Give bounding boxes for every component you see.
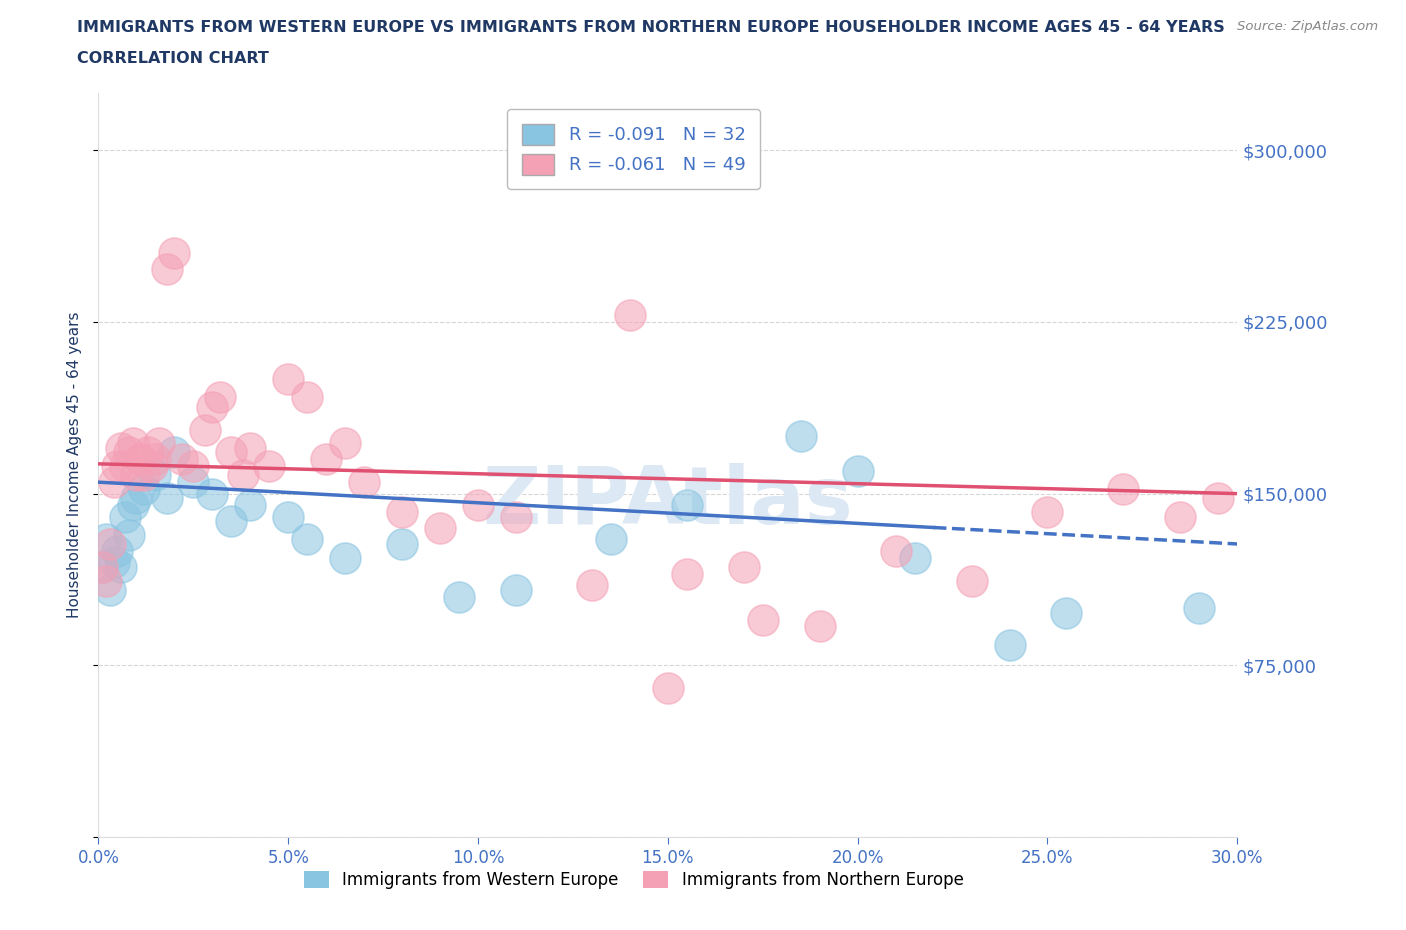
Point [733, 560, 755, 575]
Point [429, 521, 451, 536]
Point [259, 458, 281, 473]
Point [121, 498, 143, 512]
Point [107, 458, 129, 473]
Point [136, 445, 159, 459]
Legend: Immigrants from Western Europe, Immigrants from Northern Europe: Immigrants from Western Europe, Immigran… [297, 864, 970, 896]
Point [114, 458, 136, 473]
Point [201, 486, 224, 501]
Text: ZIPAtlas: ZIPAtlas [482, 463, 853, 541]
Point [505, 509, 527, 524]
Point [1188, 601, 1211, 616]
Point [619, 308, 641, 323]
Point [114, 509, 136, 524]
Point [657, 681, 679, 696]
Point [163, 246, 186, 260]
Point [1208, 491, 1230, 506]
Point [1170, 509, 1192, 524]
Point [904, 551, 927, 565]
Point [790, 429, 813, 444]
Point [221, 513, 243, 528]
Point [132, 482, 155, 497]
Point [297, 532, 319, 547]
Point [91, 560, 114, 575]
Point [335, 551, 357, 565]
Point [391, 504, 413, 519]
Point [1036, 504, 1059, 519]
Point [129, 452, 152, 467]
Point [960, 573, 983, 588]
Point [884, 543, 907, 558]
Point [125, 491, 148, 506]
Point [239, 498, 262, 512]
Point [103, 555, 125, 570]
Point [110, 560, 132, 575]
Point [315, 452, 337, 467]
Point [132, 468, 155, 483]
Point [163, 445, 186, 459]
Point [194, 422, 217, 437]
Point [752, 612, 775, 627]
Point [208, 390, 231, 405]
Point [449, 590, 471, 604]
Point [1112, 482, 1135, 497]
Point [1056, 605, 1078, 620]
Point [141, 458, 163, 473]
Point [676, 498, 699, 512]
Point [103, 474, 125, 489]
Text: IMMIGRANTS FROM WESTERN EUROPE VS IMMIGRANTS FROM NORTHERN EUROPE HOUSEHOLDER IN: IMMIGRANTS FROM WESTERN EUROPE VS IMMIGR… [77, 20, 1225, 35]
Point [94, 532, 117, 547]
Point [581, 578, 603, 592]
Point [156, 262, 179, 277]
Point [148, 436, 170, 451]
Point [183, 474, 205, 489]
Point [239, 441, 262, 456]
Point [183, 458, 205, 473]
Point [107, 543, 129, 558]
Point [94, 573, 117, 588]
Point [201, 399, 224, 414]
Point [98, 537, 121, 551]
Point [156, 491, 179, 506]
Point [145, 452, 167, 467]
Y-axis label: Householder Income Ages 45 - 64 years: Householder Income Ages 45 - 64 years [67, 312, 83, 618]
Point [505, 582, 527, 597]
Point [170, 452, 193, 467]
Point [277, 372, 299, 387]
Point [221, 445, 243, 459]
Point [110, 441, 132, 456]
Point [808, 619, 831, 634]
Point [467, 498, 489, 512]
Point [297, 390, 319, 405]
Point [277, 509, 299, 524]
Point [846, 463, 869, 478]
Point [145, 468, 167, 483]
Point [91, 560, 114, 575]
Point [335, 436, 357, 451]
Point [98, 582, 121, 597]
Point [118, 527, 141, 542]
Text: Source: ZipAtlas.com: Source: ZipAtlas.com [1237, 20, 1378, 33]
Point [353, 474, 375, 489]
Point [232, 468, 254, 483]
Text: CORRELATION CHART: CORRELATION CHART [77, 51, 269, 66]
Point [125, 468, 148, 483]
Point [391, 537, 413, 551]
Point [600, 532, 623, 547]
Point [676, 566, 699, 581]
Point [121, 436, 143, 451]
Point [118, 445, 141, 459]
Point [998, 637, 1021, 652]
